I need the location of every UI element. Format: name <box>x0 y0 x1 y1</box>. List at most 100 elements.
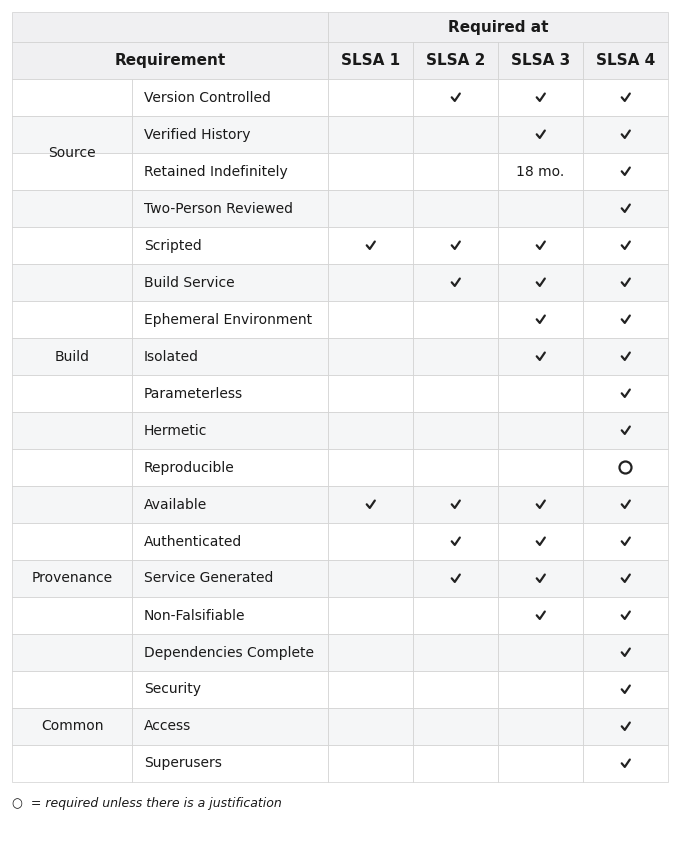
Bar <box>583 153 668 190</box>
Bar <box>328 634 413 671</box>
Bar <box>498 153 583 190</box>
Text: Requirement: Requirement <box>114 53 226 68</box>
Bar <box>413 449 498 486</box>
Bar <box>413 227 498 264</box>
Text: Service Generated: Service Generated <box>144 571 273 585</box>
Text: Superusers: Superusers <box>144 757 222 771</box>
Bar <box>583 523 668 560</box>
Bar <box>498 190 583 227</box>
Bar <box>328 412 413 449</box>
Bar <box>583 671 668 708</box>
Text: Common: Common <box>41 720 103 734</box>
Bar <box>12 597 132 634</box>
Bar <box>413 190 498 227</box>
Bar <box>12 375 132 412</box>
Text: Isolated: Isolated <box>144 350 199 363</box>
Bar <box>328 264 413 301</box>
Bar <box>498 486 583 523</box>
Text: SLSA 1: SLSA 1 <box>341 53 400 68</box>
Bar <box>583 486 668 523</box>
Bar <box>132 634 328 671</box>
Bar <box>583 42 668 79</box>
Text: Source: Source <box>48 146 96 160</box>
Bar <box>12 708 132 745</box>
Bar <box>328 449 413 486</box>
Text: SLSA 2: SLSA 2 <box>426 53 486 68</box>
Bar <box>132 560 328 597</box>
Text: Build: Build <box>54 350 90 363</box>
Bar <box>132 486 328 523</box>
Bar <box>12 523 132 560</box>
Text: Version Controlled: Version Controlled <box>144 91 271 104</box>
Bar <box>12 412 132 449</box>
Bar <box>583 560 668 597</box>
Text: Security: Security <box>144 683 201 696</box>
Bar <box>583 301 668 338</box>
Bar <box>498 79 583 116</box>
Bar <box>583 412 668 449</box>
Bar <box>583 190 668 227</box>
Bar <box>328 708 413 745</box>
Text: Two-Person Reviewed: Two-Person Reviewed <box>144 201 293 216</box>
Bar <box>498 227 583 264</box>
Bar <box>328 42 413 79</box>
Bar <box>12 745 132 782</box>
Bar <box>328 116 413 153</box>
Bar <box>583 597 668 634</box>
Text: Available: Available <box>144 497 207 512</box>
Bar <box>132 116 328 153</box>
Bar <box>12 634 132 671</box>
Bar <box>413 708 498 745</box>
Bar <box>328 227 413 264</box>
Bar <box>132 597 328 634</box>
Bar <box>132 745 328 782</box>
Bar <box>413 42 498 79</box>
Bar <box>498 301 583 338</box>
Bar <box>413 671 498 708</box>
Text: Non-Falsifiable: Non-Falsifiable <box>144 608 245 622</box>
Bar <box>328 486 413 523</box>
Text: Hermetic: Hermetic <box>144 424 207 438</box>
Text: Authenticated: Authenticated <box>144 534 242 549</box>
Bar <box>498 264 583 301</box>
Bar <box>413 338 498 375</box>
Bar <box>498 634 583 671</box>
Bar <box>413 597 498 634</box>
Text: Verified History: Verified History <box>144 128 250 142</box>
Bar <box>583 745 668 782</box>
Bar <box>413 745 498 782</box>
Bar <box>132 153 328 190</box>
Bar <box>498 338 583 375</box>
Bar <box>12 79 132 116</box>
Text: Dependencies Complete: Dependencies Complete <box>144 646 314 659</box>
Bar <box>328 153 413 190</box>
Bar <box>498 449 583 486</box>
Text: Parameterless: Parameterless <box>144 387 243 400</box>
Bar <box>132 523 328 560</box>
Bar <box>583 338 668 375</box>
Bar <box>413 523 498 560</box>
Bar <box>413 375 498 412</box>
Bar <box>328 12 668 42</box>
Bar <box>132 671 328 708</box>
Text: Retained Indefinitely: Retained Indefinitely <box>144 165 288 179</box>
Bar <box>12 42 328 79</box>
Bar <box>328 338 413 375</box>
Text: SLSA 3: SLSA 3 <box>511 53 570 68</box>
Bar <box>498 523 583 560</box>
Bar <box>498 560 583 597</box>
Bar <box>328 745 413 782</box>
Bar <box>132 449 328 486</box>
Bar <box>498 671 583 708</box>
Bar <box>583 708 668 745</box>
Bar <box>12 190 132 227</box>
Bar <box>328 301 413 338</box>
Bar <box>413 486 498 523</box>
Bar <box>498 116 583 153</box>
Bar <box>583 116 668 153</box>
Bar <box>132 264 328 301</box>
Bar <box>328 597 413 634</box>
Bar <box>12 449 132 486</box>
Bar <box>12 227 132 264</box>
Bar <box>328 560 413 597</box>
